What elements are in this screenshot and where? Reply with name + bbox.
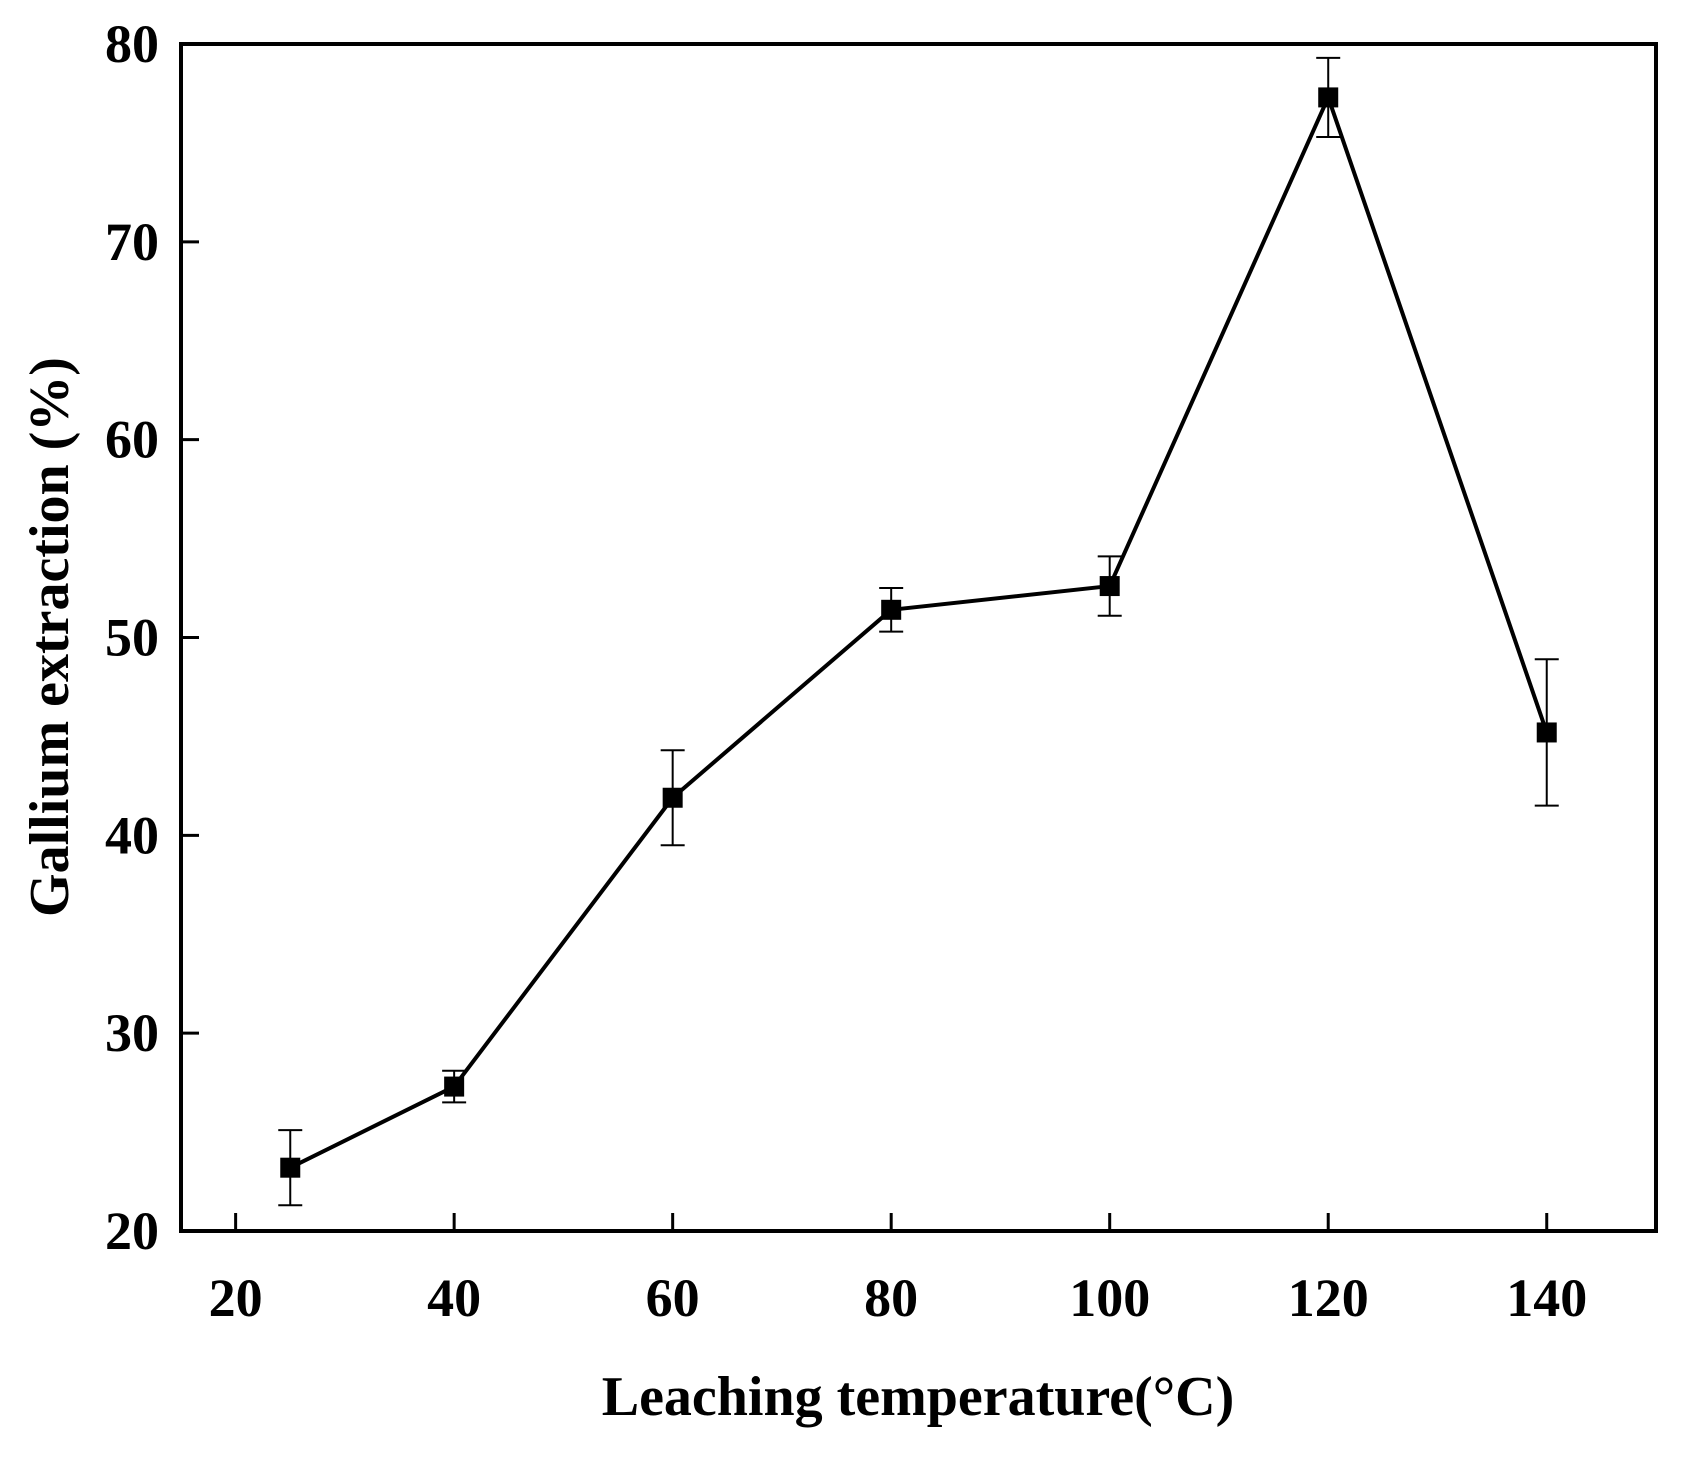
y-tick-label: 50 xyxy=(105,608,159,668)
y-tick-label: 40 xyxy=(105,805,159,865)
series-layer xyxy=(278,56,1559,1207)
y-tick-label: 20 xyxy=(105,1201,159,1261)
x-axis-label: Leaching temperature(°C) xyxy=(602,1366,1235,1428)
y-tick-label: 80 xyxy=(105,14,159,74)
y-tick-label: 60 xyxy=(105,410,159,470)
y-tick-label: 30 xyxy=(105,1003,159,1063)
y-axis-ticks: 20 30 40 50 60 70 80 xyxy=(105,14,199,1261)
plot-frame xyxy=(179,42,1658,1233)
data-point xyxy=(662,787,683,808)
x-tick-label: 20 xyxy=(209,1268,263,1328)
x-axis-ticks: 20 40 60 80 100 120 140 xyxy=(209,1213,1587,1328)
data-point xyxy=(444,1076,465,1097)
data-point xyxy=(280,1157,301,1178)
x-tick-label: 140 xyxy=(1506,1268,1587,1328)
x-tick-label: 40 xyxy=(427,1268,481,1328)
data-point xyxy=(1099,576,1120,597)
x-tick-label: 100 xyxy=(1069,1268,1150,1328)
x-tick-label: 80 xyxy=(864,1268,918,1328)
data-point xyxy=(1318,87,1339,108)
x-tick-label: 120 xyxy=(1288,1268,1369,1328)
y-axis-label: Gallium extraction (%) xyxy=(19,357,81,917)
x-tick-label: 60 xyxy=(646,1268,700,1328)
series-line xyxy=(289,95,1549,1170)
data-point xyxy=(1536,722,1557,743)
data-point xyxy=(881,599,902,620)
y-tick-label: 70 xyxy=(105,212,159,272)
